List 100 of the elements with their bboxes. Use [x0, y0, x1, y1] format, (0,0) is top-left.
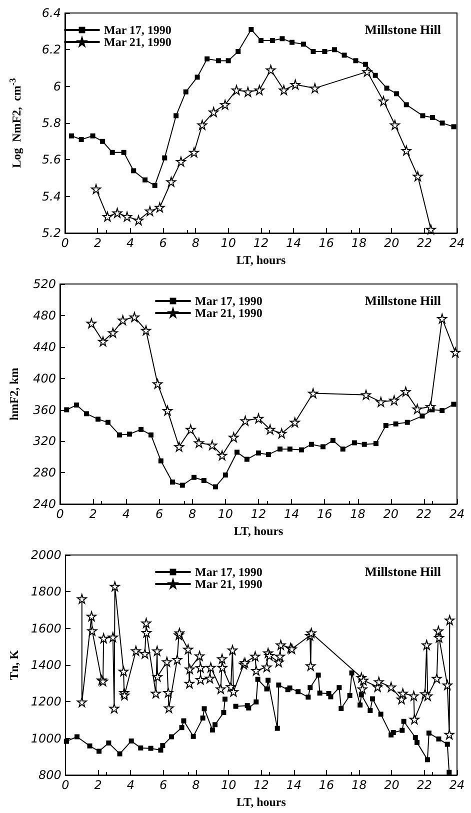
point: [228, 432, 239, 442]
point: [362, 442, 367, 447]
x-tick-label: 6: [155, 507, 164, 522]
point: [208, 107, 219, 118]
point: [244, 456, 250, 462]
point: [296, 689, 301, 694]
legend-label: Mar 21, 1990: [195, 577, 262, 591]
point: [317, 690, 322, 696]
point: [134, 215, 144, 226]
point: [194, 438, 204, 448]
point: [112, 208, 122, 218]
point: [264, 686, 270, 692]
point: [189, 147, 200, 158]
point: [197, 120, 208, 130]
point: [129, 312, 140, 322]
point: [242, 86, 253, 97]
point: [258, 38, 264, 44]
point: [400, 386, 411, 397]
x-tick-label: 20: [383, 507, 399, 522]
point: [180, 482, 185, 488]
x-tick-label: 16: [318, 778, 334, 792]
point: [401, 146, 412, 156]
x-tick-label: 0: [56, 507, 64, 522]
point: [74, 402, 80, 408]
point: [142, 177, 148, 182]
x-axis-title: LT, hours: [236, 253, 286, 267]
point: [426, 730, 432, 736]
point: [117, 751, 122, 756]
point: [221, 710, 226, 716]
x-tick-label: 8: [192, 778, 200, 792]
point: [308, 388, 318, 398]
point: [152, 378, 163, 389]
point: [332, 47, 337, 52]
point: [201, 478, 206, 484]
y-tick-label: 6.4: [42, 6, 61, 20]
x-tick-label: 16: [317, 507, 333, 522]
y-tick-label: 440: [33, 340, 56, 354]
point: [100, 138, 106, 144]
point: [174, 442, 184, 452]
point: [358, 702, 363, 708]
point: [98, 336, 108, 346]
y-tick-label: 1600: [30, 621, 62, 636]
point: [430, 115, 435, 120]
point: [108, 328, 118, 338]
point: [389, 395, 400, 406]
point: [64, 407, 70, 412]
point: [378, 712, 384, 717]
x-tick-label: 6: [160, 778, 168, 792]
point: [254, 413, 264, 424]
point: [254, 85, 264, 96]
point: [412, 735, 418, 740]
y-tick-label: 520: [33, 277, 56, 291]
x-tick-label: 0: [61, 236, 70, 250]
point: [148, 432, 154, 438]
point: [361, 390, 372, 400]
point: [222, 696, 228, 702]
point: [440, 408, 445, 414]
point: [450, 347, 460, 358]
point: [353, 58, 358, 64]
x-tick-label: 8: [188, 507, 197, 522]
point: [200, 716, 206, 721]
point: [404, 102, 409, 108]
x-tick-label: 14: [286, 236, 302, 250]
point: [210, 727, 215, 732]
point: [308, 685, 313, 690]
x-tick-label: 22: [416, 236, 432, 250]
x-tick-label: 18: [351, 778, 368, 792]
y-tick-label: 480: [33, 308, 56, 322]
point: [393, 421, 398, 426]
point: [216, 58, 222, 64]
point: [222, 472, 228, 478]
x-tick-label: 18: [351, 236, 367, 250]
point: [376, 396, 386, 407]
point: [276, 428, 287, 438]
point: [110, 150, 115, 155]
point: [212, 484, 218, 490]
x-tick-label: 24: [449, 778, 465, 792]
point: [207, 440, 218, 450]
point: [186, 424, 196, 434]
point: [290, 40, 295, 45]
x-axis-title: LT, hours: [234, 524, 284, 538]
point: [426, 402, 436, 412]
point: [158, 458, 164, 464]
point: [162, 155, 168, 160]
point: [287, 446, 292, 452]
y-tick-label: 6.2: [42, 42, 61, 57]
x-tick-label: 14: [286, 778, 302, 792]
point: [160, 743, 166, 748]
x-tick-label: 12: [254, 778, 269, 792]
point: [310, 83, 320, 94]
point: [106, 740, 112, 746]
point: [122, 212, 132, 222]
point: [234, 450, 240, 455]
point: [128, 738, 134, 744]
point: [270, 38, 275, 44]
point: [96, 748, 102, 754]
point: [168, 734, 174, 740]
point: [362, 66, 372, 77]
x-tick-label: 18: [350, 507, 366, 522]
point: [240, 416, 250, 426]
